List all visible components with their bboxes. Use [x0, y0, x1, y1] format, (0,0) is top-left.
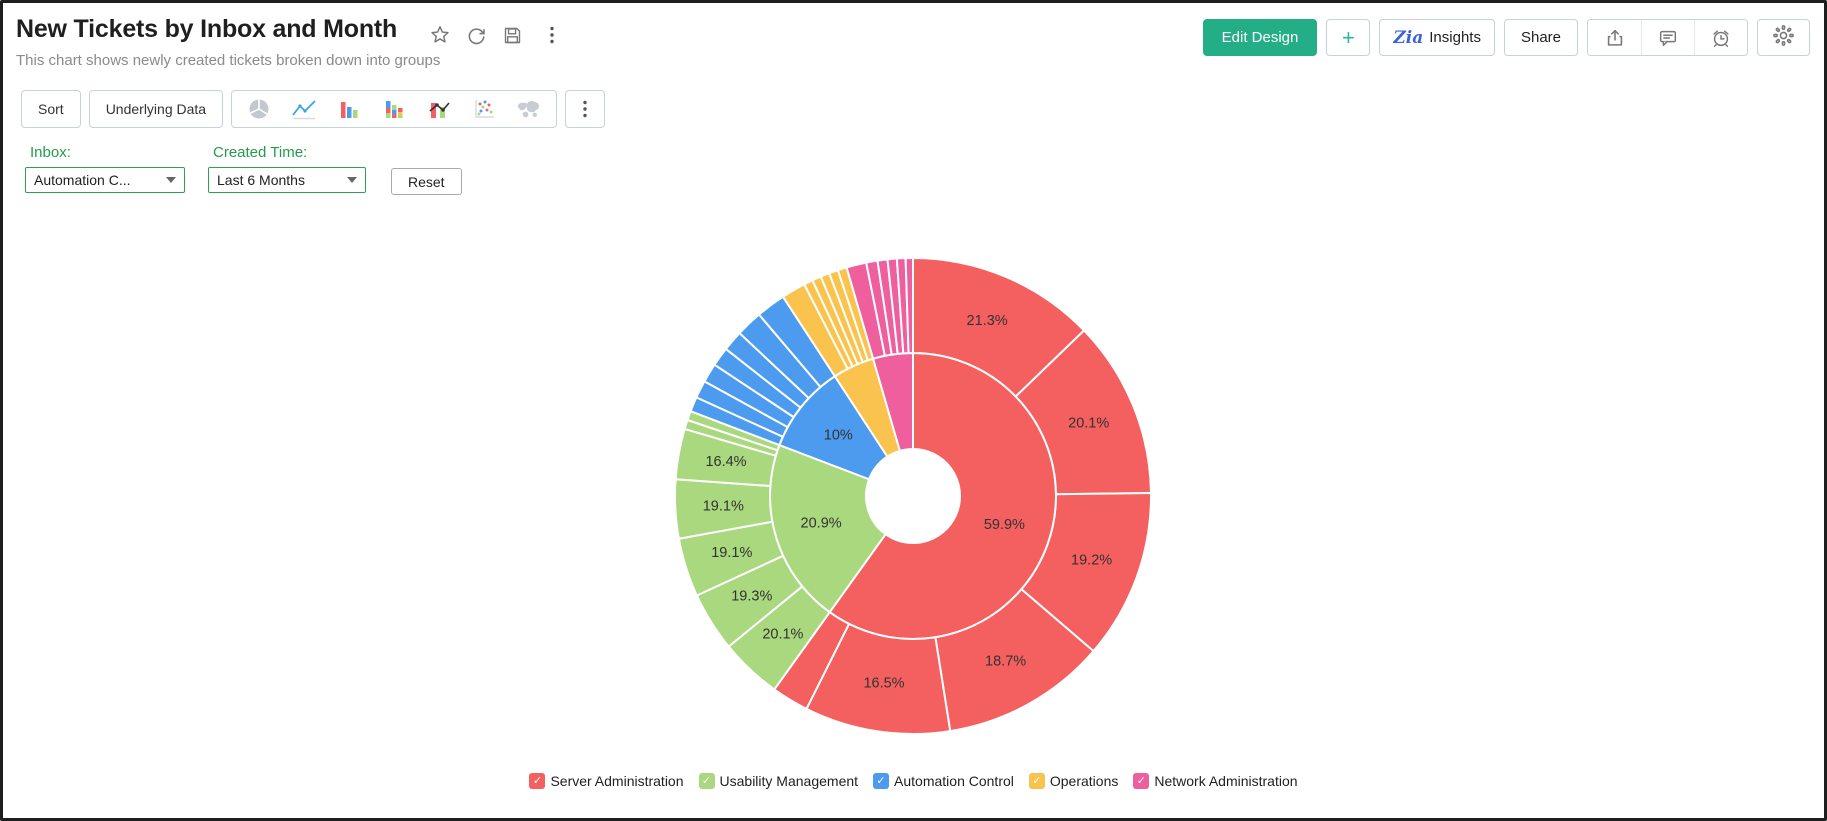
- pie-slice[interactable]: [904, 257, 914, 355]
- edit-design-button[interactable]: Edit Design: [1202, 19, 1318, 56]
- legend-label: Server Administration: [550, 773, 684, 789]
- created-time-filter-select[interactable]: Last 6 Months: [208, 167, 366, 193]
- gear-icon: [1772, 24, 1795, 51]
- percent-label: 19.1%: [711, 545, 752, 561]
- line-chart-icon[interactable]: [291, 97, 317, 121]
- title-action-icons: [429, 21, 563, 49]
- legend-check-icon: ✓: [873, 773, 890, 789]
- legend-check-icon: ✓: [1133, 773, 1150, 789]
- percent-label: 20.1%: [1068, 415, 1109, 431]
- percent-label: 16.5%: [863, 676, 904, 692]
- inbox-filter: Inbox: Automation C...: [25, 144, 185, 193]
- chevron-down-icon: [347, 177, 357, 183]
- percent-label: 18.7%: [985, 654, 1026, 670]
- comment-icon[interactable]: [1641, 20, 1694, 55]
- insights-label: Insights: [1429, 29, 1481, 46]
- donut-chart[interactable]: 21.3% 20.1% 19.2% 18.7% 16.5% 59.9% 20.1% 19.3%…: [663, 246, 1163, 746]
- percent-label: 21.3%: [967, 313, 1008, 329]
- page-subtitle: This chart shows newly created tickets b…: [16, 52, 441, 69]
- legend-label: Operations: [1049, 773, 1119, 789]
- legend-item[interactable]: ✓ Server Administration: [529, 773, 684, 789]
- save-icon[interactable]: [501, 24, 523, 46]
- alarm-icon[interactable]: [1694, 20, 1747, 55]
- reset-filters-button[interactable]: Reset: [391, 168, 462, 195]
- legend-check-icon: ✓: [1028, 773, 1045, 789]
- scatter-chart-icon[interactable]: [471, 97, 497, 121]
- legend-item[interactable]: ✓ Usability Management: [698, 773, 859, 789]
- zia-icon: Zia: [1393, 27, 1424, 48]
- inbox-filter-select[interactable]: Automation C...: [25, 167, 185, 193]
- settings-button[interactable]: [1757, 19, 1810, 56]
- share-tools-group: [1587, 19, 1748, 56]
- legend-check-icon: ✓: [529, 773, 546, 789]
- percent-label: 10%: [824, 428, 853, 444]
- chart-type-switcher: [231, 90, 558, 128]
- more-chart-types-icon[interactable]: [565, 90, 606, 128]
- chart-toolbar: Sort Underlying Data: [21, 90, 606, 128]
- percent-label: 19.1%: [703, 498, 744, 514]
- stacked-bar-chart-icon[interactable]: [381, 97, 407, 121]
- chart-legend: ✓ Server Administration ✓ Usability Managem…: [3, 773, 1824, 789]
- inbox-filter-value: Automation C...: [34, 172, 131, 188]
- bar-chart-icon[interactable]: [336, 97, 362, 121]
- add-button[interactable]: +: [1326, 19, 1371, 56]
- percent-label: 20.9%: [801, 516, 842, 532]
- legend-label: Usability Management: [719, 773, 859, 789]
- percent-label: 20.1%: [762, 626, 803, 642]
- page-title: New Tickets by Inbox and Month: [16, 15, 398, 43]
- pie-chart-icon[interactable]: [246, 97, 272, 121]
- percent-label: 59.9%: [984, 517, 1025, 533]
- created-time-filter: Created Time: Last 6 Months: [208, 144, 366, 193]
- sort-button[interactable]: Sort: [21, 90, 81, 128]
- percent-label: 19.2%: [1071, 553, 1112, 569]
- legend-item[interactable]: ✓ Operations: [1028, 773, 1119, 789]
- legend-check-icon: ✓: [698, 773, 715, 789]
- star-icon[interactable]: [429, 24, 451, 46]
- legend-label: Network Administration: [1154, 773, 1298, 789]
- map-chart-icon[interactable]: [516, 97, 542, 121]
- percent-label: 16.4%: [705, 454, 746, 470]
- refresh-icon[interactable]: [465, 24, 487, 46]
- created-time-filter-value: Last 6 Months: [217, 172, 305, 188]
- legend-item[interactable]: ✓ Network Administration: [1133, 773, 1298, 789]
- top-action-bar: Edit Design + Zia Insights Share: [1202, 19, 1810, 56]
- legend-label: Automation Control: [894, 773, 1014, 789]
- underlying-data-button[interactable]: Underlying Data: [88, 90, 224, 128]
- chevron-down-icon: [166, 177, 176, 183]
- combo-chart-icon[interactable]: [426, 97, 452, 121]
- insights-button[interactable]: Zia Insights: [1379, 19, 1495, 56]
- inbox-filter-label: Inbox:: [30, 144, 71, 161]
- legend-item[interactable]: ✓ Automation Control: [873, 773, 1014, 789]
- created-time-filter-label: Created Time:: [213, 144, 308, 161]
- more-vertical-icon[interactable]: [541, 24, 563, 46]
- export-icon[interactable]: [1588, 20, 1641, 55]
- percent-label: 19.3%: [731, 588, 772, 604]
- share-button[interactable]: Share: [1503, 19, 1578, 56]
